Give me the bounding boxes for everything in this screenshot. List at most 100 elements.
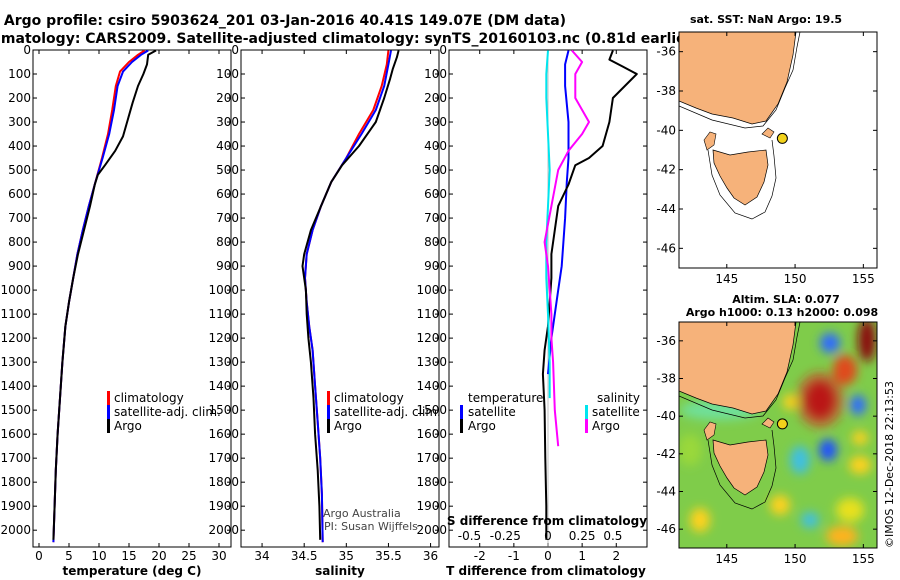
y-tick-label: 1500	[416, 403, 447, 417]
y-tick-label: 1700	[416, 451, 447, 465]
y-tick-label: 1400	[0, 379, 31, 393]
sla-anomaly	[783, 394, 797, 410]
series-line-t-satellite	[547, 50, 570, 375]
sla-anomaly	[819, 439, 837, 461]
sst-map-title: sat. SST: NaN Argo: 19.5	[690, 13, 842, 26]
map-y-tick-label: -40	[656, 123, 676, 137]
altimetry-map-title-line2: Argo h1000: 0.13 h2000: 0.098	[686, 306, 878, 319]
x-tick-label: 1	[578, 549, 586, 563]
sla-anomaly	[679, 434, 702, 466]
title-line1: Argo profile: csiro 5903624_201 03-Jan-2…	[4, 13, 566, 29]
y-tick-label: 200	[424, 91, 447, 105]
salinity-legend: climatology satellite-adj. clim. Argo	[327, 391, 441, 433]
y-tick-label: 1500	[0, 403, 31, 417]
map-x-tick-label: 155	[852, 272, 875, 286]
y-tick-label: 0	[23, 43, 31, 57]
salinity-x-ticks: 34 34.5 35 35.5 36	[254, 50, 438, 563]
tasmania	[712, 439, 769, 496]
altimetry-map-title-line1: Altim. SLA: 0.077	[732, 293, 839, 306]
y-tick-label: 900	[424, 259, 447, 273]
legend-t-argo: Argo	[468, 419, 496, 433]
series-line-s-satellite	[545, 50, 551, 399]
legend-swatch-satellite	[107, 405, 110, 419]
y-tick-label: 400	[216, 139, 239, 153]
y-tick-label: 400	[8, 139, 31, 153]
y-tick-label: 1800	[0, 475, 31, 489]
map-x-tick-label: 145	[715, 552, 738, 566]
x-tick-label: -2	[474, 549, 486, 563]
king-island	[703, 131, 717, 151]
map-y-tick-label: -36	[656, 334, 676, 348]
difference-legend-salinity: salinity satellite Argo	[585, 391, 640, 433]
map-y-tick-label: -36	[656, 45, 676, 59]
salinity-panel: 0 100 200 300 400 500 600 700 800 900 1000 1100 1200…	[208, 43, 440, 578]
salinity-xlabel: salinity	[315, 564, 365, 578]
y-tick-label: 1200	[416, 331, 447, 345]
series-line-s-argo	[543, 50, 590, 447]
top-tick-label: 0.25	[569, 529, 596, 543]
difference-y-ticks: 0 100 200 300 400 500 600 700 800 900 1000 1100 1200…	[416, 43, 647, 537]
x-tick-label: 34	[254, 549, 269, 563]
legend-temperature-heading: temperature	[468, 391, 543, 405]
y-tick-label: 400	[424, 139, 447, 153]
sst-map-frame	[678, 31, 878, 269]
y-tick-label: 900	[216, 259, 239, 273]
sla-anomaly	[850, 395, 866, 415]
series-line-t-argo	[541, 50, 638, 540]
sst-map-y-ticks: -36 -38 -40 -42 -44 -46	[656, 45, 877, 255]
imos-watermark: ©IMOS 12-Dec-2018 22:13:53	[883, 381, 896, 548]
y-tick-label: 600	[8, 187, 31, 201]
y-tick-label: 1700	[208, 451, 239, 465]
sla-anomaly	[849, 456, 871, 474]
salinity-y-ticks: 0 100 200 300 400 500 600 700 800 900 1000 1100 1200…	[208, 43, 439, 537]
x-tick-label: 5	[65, 549, 73, 563]
y-tick-label: 2000	[0, 523, 31, 537]
map-y-tick-label: -38	[656, 372, 676, 386]
mainland-australia	[679, 32, 797, 125]
legend-swatch-argo	[327, 419, 330, 433]
legend-swatch-t-argo	[460, 419, 463, 433]
sla-anomaly	[770, 495, 790, 515]
x-tick-label: 20	[151, 549, 166, 563]
x-tick-label: 35.5	[375, 549, 402, 563]
map-y-tick-label: -42	[656, 447, 676, 461]
y-tick-label: 800	[8, 235, 31, 249]
y-tick-label: 1600	[208, 427, 239, 441]
y-tick-label: 0	[231, 43, 239, 57]
temperature-legend: climatology satellite-adj. clim. Argo	[107, 391, 221, 433]
y-tick-label: 1600	[416, 427, 447, 441]
sla-anomaly	[690, 508, 710, 532]
map-y-tick-label: -38	[656, 84, 676, 98]
series-line-satellite-adj-clim-	[304, 50, 392, 543]
argo-location-marker	[776, 418, 788, 430]
y-tick-label: 700	[424, 211, 447, 225]
y-tick-label: 300	[8, 115, 31, 129]
altimetry-map-x-ticks: 145 150 155	[715, 322, 875, 566]
y-tick-label: 900	[8, 259, 31, 273]
legend-swatch-climatology	[107, 391, 110, 405]
y-tick-label: 500	[216, 163, 239, 177]
king-island	[703, 421, 717, 441]
sla-anomaly	[836, 498, 864, 522]
y-tick-label: 1300	[208, 355, 239, 369]
mainland-australia	[679, 322, 797, 415]
x-tick-label: 30	[211, 549, 226, 563]
shelf-contour-mainland	[679, 32, 801, 129]
shelf-contour-tasmania	[707, 139, 777, 220]
altimetry-map-frame	[678, 321, 878, 549]
legend-swatch-climatology	[327, 391, 330, 405]
y-tick-label: 1800	[416, 475, 447, 489]
y-tick-label: 1300	[416, 355, 447, 369]
y-tick-label: 700	[8, 211, 31, 225]
legend-s-argo: Argo	[592, 419, 620, 433]
legend-climatology: climatology	[114, 391, 184, 405]
salinity-axes-frame	[240, 49, 440, 548]
map-y-tick-label: -40	[656, 409, 676, 423]
sst-map: sat. SST: NaN Argo: 19.5 -36 -38 -40 -42 -44…	[656, 13, 878, 286]
legend-swatch-satellite	[327, 405, 330, 419]
flinders-island	[761, 417, 775, 429]
difference-legend-temperature: temperature satellite Argo	[460, 391, 543, 433]
map-y-tick-label: -46	[656, 522, 676, 536]
y-tick-label: 100	[424, 67, 447, 81]
legend-s-satellite: satellite	[592, 405, 640, 419]
